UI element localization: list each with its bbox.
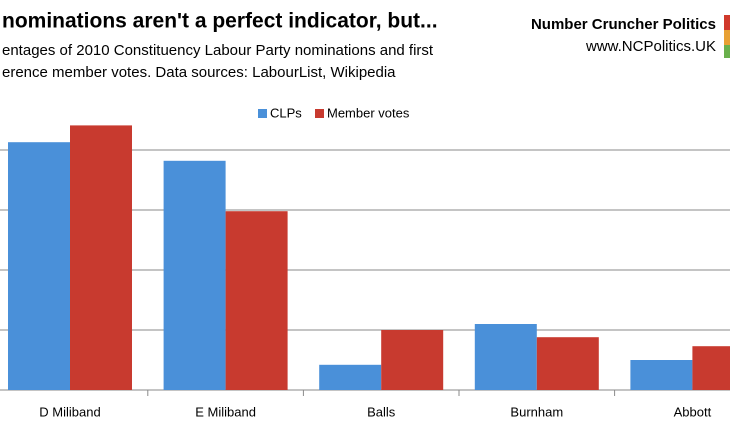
legend-label: CLPs — [270, 105, 302, 120]
logo-bar — [724, 15, 730, 30]
legend-label: Member votes — [327, 105, 410, 120]
bar — [630, 360, 693, 390]
bar — [163, 160, 226, 390]
legend-swatch — [258, 109, 267, 118]
logo-bar — [724, 45, 730, 58]
bar — [225, 211, 288, 390]
bar — [319, 364, 382, 390]
x-tick-label: D Miliband — [39, 404, 100, 419]
website: www.NCPolitics.UK — [585, 38, 716, 55]
legend-swatch — [315, 109, 324, 118]
brand: Number Cruncher Politics — [531, 16, 716, 33]
bar — [474, 324, 537, 390]
x-tick-label: Balls — [367, 404, 396, 419]
x-tick-label: Abbott — [674, 404, 712, 419]
chart-subtitle: entages of 2010 Constituency Labour Part… — [2, 42, 434, 59]
logo-bar — [724, 30, 730, 45]
bar — [8, 142, 70, 390]
bar — [536, 337, 599, 390]
chart-title: nominations aren't a perfect indicator, … — [2, 10, 438, 33]
x-tick-label: Burnham — [510, 404, 563, 419]
bar — [692, 346, 730, 390]
bar — [381, 330, 444, 390]
chart-subtitle: erence member votes. Data sources: Labou… — [2, 64, 396, 81]
bar — [70, 125, 132, 391]
x-tick-label: E Miliband — [195, 404, 256, 419]
